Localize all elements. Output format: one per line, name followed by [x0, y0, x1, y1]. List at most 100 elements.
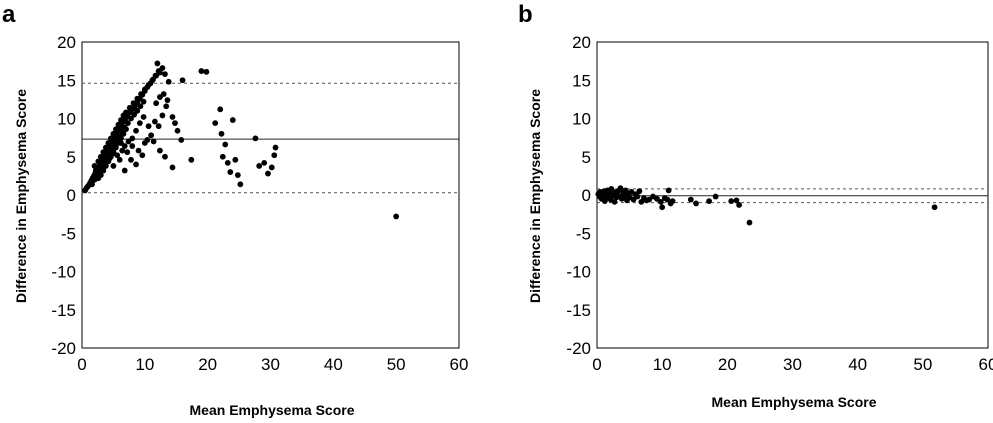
data-point — [636, 188, 643, 195]
data-point — [736, 202, 742, 208]
y-axis-title-b: Difference in Emphysema Score — [527, 89, 543, 303]
data-point — [234, 172, 241, 179]
data-point — [664, 196, 671, 203]
y-tick-label: 10 — [57, 110, 76, 129]
data-point — [118, 117, 124, 123]
data-point — [232, 156, 239, 163]
data-point — [669, 198, 676, 205]
y-tick-label: -20 — [51, 339, 76, 358]
data-point — [217, 106, 224, 113]
data-point — [144, 137, 151, 143]
data-point — [188, 156, 195, 163]
data-point — [131, 111, 138, 118]
data-point — [712, 193, 719, 200]
data-point — [179, 77, 186, 84]
data-point — [224, 159, 231, 166]
data-point — [126, 104, 133, 111]
data-point — [134, 107, 141, 114]
data-point — [272, 144, 279, 151]
data-point — [172, 120, 178, 126]
data-point — [140, 98, 147, 105]
data-point — [687, 196, 694, 203]
y-tick-label: -10 — [566, 263, 591, 282]
y-tick-label: -5 — [576, 224, 591, 243]
data-point — [646, 196, 653, 203]
data-point — [706, 198, 712, 205]
data-point — [113, 126, 119, 133]
data-point — [630, 196, 637, 203]
data-point — [134, 95, 141, 102]
data-point — [265, 170, 271, 177]
data-point — [159, 112, 166, 119]
data-point — [128, 115, 134, 122]
x-tick-label: 50 — [387, 355, 406, 374]
y-tick-label: -15 — [51, 301, 76, 320]
data-point — [733, 197, 740, 204]
x-tick-labels-a: 0 10 20 30 40 50 60 — [77, 355, 468, 374]
data-point — [150, 138, 157, 145]
data-point — [145, 81, 152, 88]
x-tick-label: 30 — [783, 355, 802, 374]
data-point — [92, 167, 99, 174]
y-tick-label: 5 — [582, 148, 591, 167]
data-point — [218, 130, 225, 137]
data-point — [89, 181, 95, 188]
data-point — [135, 147, 142, 154]
plot-area-a — [81, 41, 460, 349]
y-tick-labels-a: -20 -15 -10 -5 0 5 10 15 20 — [51, 33, 76, 358]
x-tick-label: 20 — [718, 355, 737, 374]
data-point — [100, 167, 107, 174]
data-point — [114, 133, 121, 140]
y-tick-labels-b: -20 -15 -10 -5 0 5 10 15 20 — [566, 33, 591, 358]
data-point — [665, 187, 672, 194]
data-point — [124, 120, 131, 126]
data-point — [125, 138, 132, 145]
data-point — [198, 68, 205, 74]
x-tick-label: 20 — [198, 355, 217, 374]
x-tick-label: 40 — [324, 355, 343, 374]
data-point — [634, 193, 641, 200]
data-point — [121, 167, 128, 174]
data-point — [118, 140, 124, 146]
y-tick-label: -20 — [566, 339, 591, 358]
y-tick-label: 15 — [572, 71, 591, 90]
x-tick-label: 60 — [979, 355, 993, 374]
data-point — [133, 127, 139, 134]
data-point — [123, 109, 129, 116]
data-point — [100, 149, 107, 156]
data-point — [393, 213, 400, 220]
reference-lines-b — [597, 188, 988, 204]
data-point — [115, 121, 122, 128]
data-point — [102, 163, 109, 169]
data-point — [148, 132, 155, 139]
data-point — [654, 195, 660, 202]
data-point — [163, 103, 170, 110]
data-point — [154, 60, 161, 67]
data-point — [219, 153, 226, 160]
data-point — [139, 152, 146, 159]
data-point — [97, 172, 104, 179]
data-point — [169, 164, 176, 171]
data-point — [97, 153, 104, 160]
data-point — [611, 198, 618, 205]
panel-letter-a: a — [2, 1, 16, 28]
plot-area-b — [596, 41, 989, 349]
x-tick-label: 60 — [450, 355, 469, 374]
data-point — [164, 97, 171, 104]
data-point — [617, 185, 624, 192]
data-point — [256, 163, 263, 169]
data-points-b — [595, 185, 938, 226]
data-point — [159, 65, 166, 71]
data-point — [222, 141, 229, 148]
data-point — [268, 164, 275, 171]
data-point — [931, 204, 938, 211]
data-point — [212, 120, 219, 126]
y-tick-label: 15 — [57, 71, 76, 90]
data-point — [659, 204, 666, 211]
data-point — [693, 200, 699, 207]
y-tick-label: 0 — [582, 186, 591, 205]
data-point — [91, 163, 98, 169]
data-point — [261, 159, 268, 166]
y-tick-label: -5 — [61, 224, 76, 243]
